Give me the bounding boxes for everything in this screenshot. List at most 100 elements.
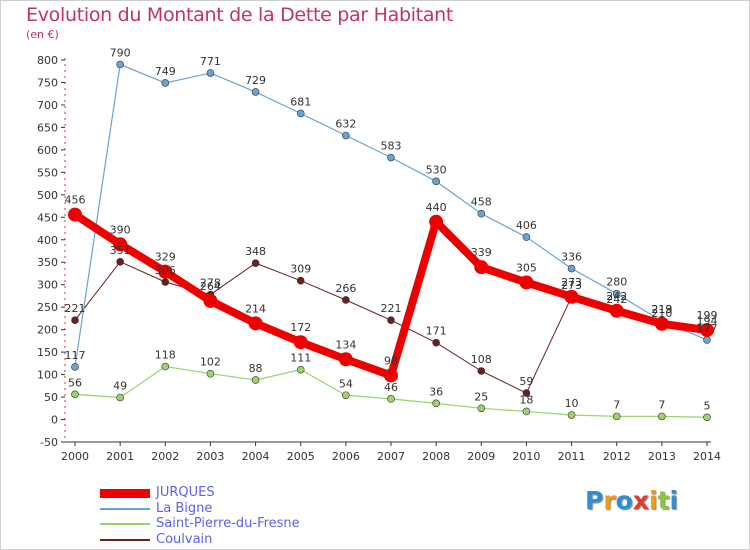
- data-point: [609, 303, 624, 318]
- data-point: [342, 131, 350, 140]
- series-la-bigne: [71, 60, 711, 371]
- data-point: [387, 153, 395, 162]
- data-label: 280: [606, 276, 627, 289]
- logo-letter: P: [585, 486, 604, 515]
- data-label: 7: [658, 398, 665, 411]
- x-tick-label: 2011: [558, 450, 586, 463]
- y-tick-label: 600: [37, 144, 58, 157]
- data-label: 210: [651, 307, 672, 320]
- data-label: 213: [651, 303, 672, 316]
- data-label: 729: [245, 74, 266, 87]
- data-label: 440: [426, 201, 447, 214]
- y-tick-label: 250: [37, 301, 58, 314]
- y-tick-label: 500: [37, 189, 58, 202]
- axes: -50 0 50 100 150 200 250 300 350 400 450 500 550 600 6…: [37, 54, 721, 463]
- x-tick-label: 2005: [287, 450, 315, 463]
- data-point: [432, 177, 440, 186]
- x-tick-label: 2008: [422, 450, 450, 463]
- proxiti-logo: Proxiti: [585, 486, 678, 515]
- series-jurques: [68, 207, 714, 383]
- data-label: 46: [384, 381, 398, 394]
- data-point: [432, 399, 440, 408]
- data-point: [474, 260, 489, 275]
- data-label: 171: [426, 325, 447, 338]
- data-point: [293, 335, 308, 350]
- data-label: 108: [471, 353, 492, 366]
- data-point: [161, 79, 170, 87]
- legend-label: Saint-Pierre-du-Fresne: [156, 516, 300, 531]
- data-label: 172: [290, 321, 311, 334]
- data-point: [522, 389, 531, 397]
- data-label: 118: [155, 348, 176, 361]
- data-point: [429, 214, 444, 229]
- x-tick-label: 2001: [106, 450, 134, 463]
- y-tick-label: 450: [37, 211, 58, 224]
- legend-swatch: [100, 523, 150, 525]
- x-tick-label: 2000: [61, 450, 89, 463]
- data-label: 36: [429, 385, 443, 398]
- logo-letter: o: [615, 486, 633, 515]
- data-label: 54: [339, 377, 353, 390]
- data-point: [206, 69, 215, 77]
- y-tick-label: 100: [37, 369, 58, 382]
- data-label: 771: [200, 55, 221, 68]
- data-labels-layer: 456 390 329 264 214 172 134 98 440 339 305 273 242 21…: [65, 46, 718, 412]
- series-saint-pierre-du-fresne: [71, 362, 711, 422]
- legend-label: Coulvain: [156, 531, 213, 547]
- x-tick-label: 2002: [151, 450, 179, 463]
- data-point: [71, 316, 79, 325]
- data-point: [251, 259, 260, 267]
- data-point: [116, 60, 124, 69]
- data-label: 7: [613, 398, 620, 411]
- data-point: [384, 368, 398, 383]
- legend-swatch: [100, 488, 150, 498]
- data-label: 88: [249, 362, 263, 375]
- logo-letter: r: [603, 486, 616, 515]
- data-point: [296, 365, 305, 374]
- x-tick-label: 2004: [242, 450, 270, 463]
- data-label: 749: [155, 65, 176, 78]
- y-tick-label: 300: [37, 279, 58, 292]
- legend-label: La Bigne: [156, 500, 213, 516]
- data-label: 25: [474, 390, 488, 403]
- data-point: [251, 88, 260, 96]
- x-tick-label: 2009: [467, 450, 495, 463]
- data-point: [251, 376, 260, 384]
- data-label: 790: [110, 46, 131, 59]
- data-point: [522, 407, 531, 416]
- data-point: [477, 404, 486, 413]
- data-label: 221: [381, 302, 402, 315]
- data-label: 339: [471, 246, 492, 259]
- data-point: [387, 395, 395, 403]
- x-tick-label: 2013: [648, 450, 676, 463]
- data-label: 56: [68, 376, 82, 389]
- y-tick-label: -50: [40, 436, 58, 449]
- data-point: [161, 362, 170, 371]
- data-label: 134: [335, 338, 356, 351]
- data-label: 111: [290, 352, 311, 365]
- data-point: [703, 336, 711, 344]
- data-label: 273: [561, 279, 582, 292]
- data-label: 309: [290, 263, 311, 276]
- data-label: 59: [519, 375, 533, 388]
- data-label: 5: [704, 399, 711, 412]
- data-point: [248, 316, 263, 331]
- data-point: [700, 323, 714, 338]
- data-point: [71, 390, 79, 399]
- data-point: [522, 233, 531, 241]
- y-tick-label: 800: [37, 54, 58, 67]
- data-point: [68, 207, 82, 222]
- data-label: 49: [113, 380, 127, 393]
- data-point: [703, 413, 711, 422]
- series-layer: [68, 60, 714, 422]
- data-label: 681: [290, 95, 311, 108]
- data-point: [296, 276, 305, 285]
- legend-label: JURQUES: [156, 485, 215, 500]
- data-label: 351: [110, 244, 131, 257]
- chart-title: Evolution du Montant de la Dette par Hab…: [26, 4, 454, 26]
- y-tick-label: 700: [37, 99, 58, 112]
- data-point: [567, 411, 576, 419]
- x-tick-label: 2003: [196, 450, 224, 463]
- x-tick-label: 2007: [377, 450, 405, 463]
